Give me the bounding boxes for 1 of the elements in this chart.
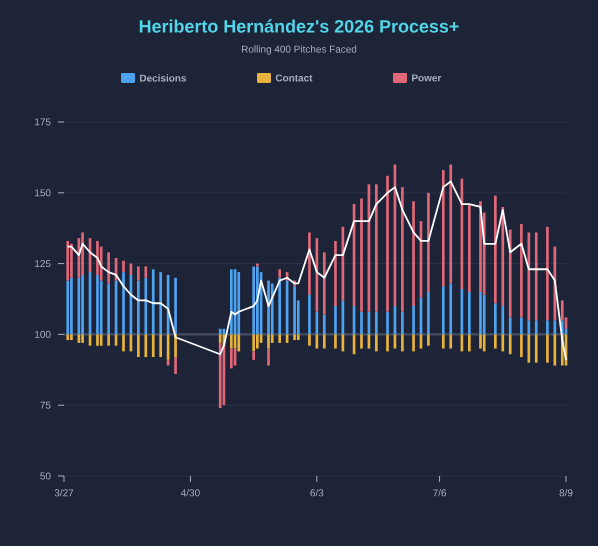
chart-title: Heriberto Hernández's 2026 Process+	[139, 19, 459, 33]
